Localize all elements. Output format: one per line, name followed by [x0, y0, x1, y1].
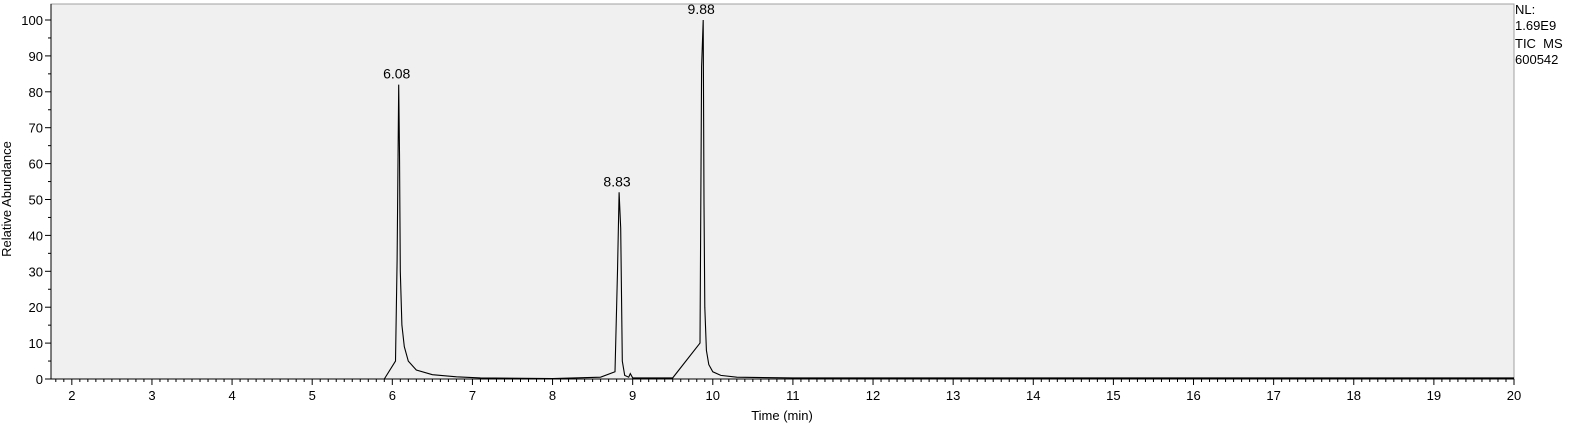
y-tick-label: 90	[29, 49, 43, 64]
peak-label: 9.88	[688, 1, 715, 17]
x-tick-label: 12	[866, 388, 880, 403]
y-axis-title: Relative Abundance	[0, 141, 14, 257]
y-tick-label: 50	[29, 193, 43, 208]
y-tick-label: 80	[29, 85, 43, 100]
x-tick-label: 13	[946, 388, 960, 403]
x-tick-label: 3	[148, 388, 155, 403]
x-tick-label: 2	[68, 388, 75, 403]
y-tick-label: 20	[29, 300, 43, 315]
normalization-level-value: 1.69E9	[1515, 18, 1557, 33]
x-tick-label: 5	[309, 388, 316, 403]
y-tick-label: 30	[29, 264, 43, 279]
peak-label: 6.08	[383, 66, 410, 82]
x-tick-label: 20	[1507, 388, 1521, 403]
y-tick-label: 70	[29, 121, 43, 136]
x-axis-title: Time (min)	[751, 408, 813, 423]
x-tick-label: 8	[549, 388, 556, 403]
y-tick-label: 60	[29, 157, 43, 172]
x-tick-label: 11	[786, 388, 800, 403]
y-tick-label: 100	[21, 13, 43, 28]
y-tick-label: 10	[29, 336, 43, 351]
scan-filter-label: TIC MS	[1515, 36, 1563, 51]
y-tick-label: 0	[36, 372, 43, 387]
x-tick-label: 14	[1026, 388, 1040, 403]
x-tick-label: 10	[706, 388, 720, 403]
x-tick-label: 18	[1347, 388, 1361, 403]
normalization-level-label: NL:	[1515, 2, 1536, 17]
x-tick-label: 4	[228, 388, 235, 403]
x-tick-label: 9	[629, 388, 636, 403]
file-identifier: 600542	[1515, 52, 1559, 67]
x-tick-label: 19	[1427, 388, 1441, 403]
chromatogram-trace	[51, 19, 1514, 380]
x-tick-label: 6	[389, 388, 396, 403]
plot-area	[50, 3, 1515, 380]
peak-label: 8.83	[603, 173, 630, 189]
y-tick-label: 40	[29, 228, 43, 243]
x-tick-label: 17	[1266, 388, 1280, 403]
x-tick-label: 7	[469, 388, 476, 403]
x-tick-label: 16	[1186, 388, 1200, 403]
x-tick-label: 15	[1106, 388, 1120, 403]
